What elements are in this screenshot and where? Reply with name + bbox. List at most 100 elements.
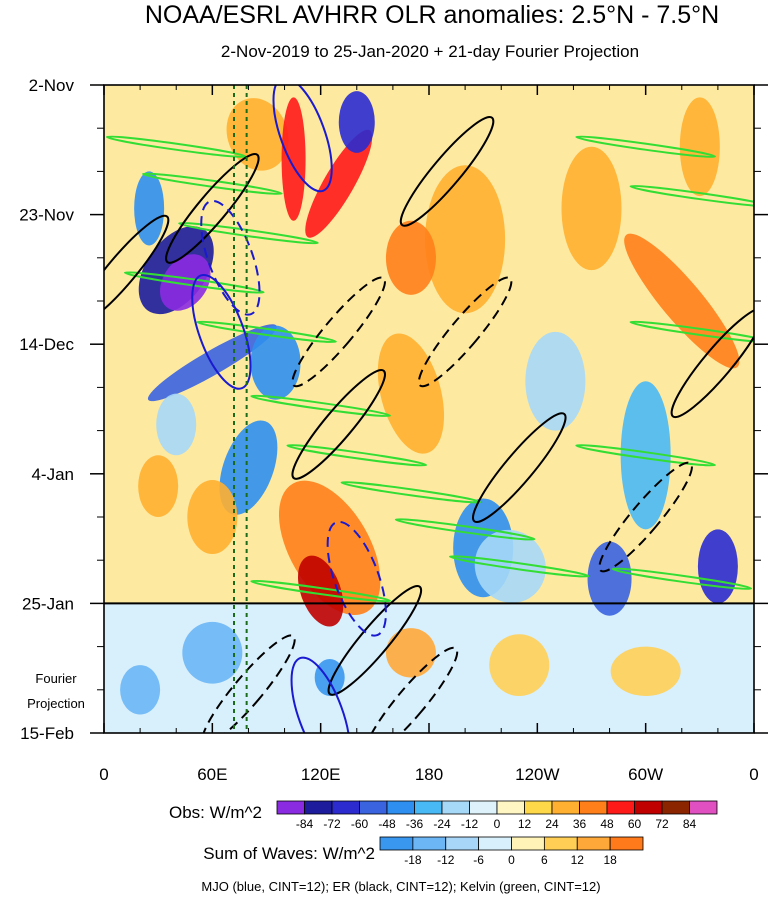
anomaly-shading-patch: [697, 529, 738, 604]
projection-label-line2: Projection: [27, 696, 85, 711]
anomaly-shading-patch: [250, 325, 301, 400]
waves-colorbar-swatch: [543, 836, 578, 851]
er-contour: [363, 646, 459, 733]
kelvin-contour: [629, 320, 754, 344]
y-tick-label: 4-Jan: [31, 465, 74, 484]
obs-colorbar-tick: 48: [600, 817, 614, 831]
plot-area: [104, 85, 754, 733]
kelvin-contour: [611, 567, 753, 590]
anomaly-shading-patch: [474, 529, 546, 603]
er-contour: [104, 214, 170, 326]
obs-colorbar-swatch: [634, 800, 663, 815]
anomaly-shading-patch: [219, 420, 278, 515]
obs-colorbar-swatch: [469, 800, 498, 815]
er-contour: [291, 369, 386, 480]
x-tick-label: 60W: [628, 765, 663, 784]
y-tick-label: 25-Jan: [22, 594, 74, 613]
anomaly-shading-patch: [281, 97, 306, 221]
obs-colorbar-tick: -60: [351, 817, 369, 831]
er-contour: [417, 276, 513, 388]
anomaly-shading-patch: [620, 381, 671, 530]
obs-colorbar-swatch: [689, 800, 718, 815]
anomaly-shading-patch: [226, 98, 289, 171]
er-contour: [201, 634, 296, 733]
anomaly-shading-patch: [525, 331, 586, 431]
waves-colorbar-tick: -12: [437, 853, 455, 867]
y-tick-label: 2-Nov: [29, 76, 75, 95]
waves-colorbar-tick: -6: [473, 853, 484, 867]
mjo-contour: [290, 656, 351, 733]
kelvin-contour: [250, 394, 391, 418]
obs-colorbar-swatch: [414, 800, 443, 815]
anomaly-shading-patch: [377, 333, 445, 454]
x-tick-label: 120E: [301, 765, 341, 784]
mjo-contour: [272, 85, 333, 193]
anomaly-shading-patch: [120, 665, 161, 715]
y-tick-label: 14-Dec: [19, 335, 74, 354]
anomaly-shading-patch: [385, 628, 436, 678]
anomaly-shading-patch: [679, 97, 720, 197]
obs-colorbar-tick: 24: [545, 817, 559, 831]
waves-colorbar: -18 -12 -6 0 6 12 18: [379, 836, 644, 867]
obs-colorbar-tick: 84: [683, 817, 697, 831]
anomaly-shading-patch: [156, 393, 197, 456]
obs-colorbar-label: Obs: W/m^2: [169, 803, 262, 822]
waves-colorbar-label: Sum of Waves: W/m^2: [203, 844, 375, 863]
waves-colorbar-tick: 18: [603, 853, 617, 867]
kelvin-contour: [575, 444, 716, 467]
er-contour: [291, 276, 386, 388]
x-tick-label: 60E: [197, 765, 227, 784]
obs-colorbar-tick: 0: [494, 817, 501, 831]
anomaly-shading-patch: [561, 146, 622, 271]
x-tick-label: 120W: [515, 765, 559, 784]
waves-colorbar-tick: 6: [541, 853, 548, 867]
waves-colorbar-swatch: [445, 836, 480, 851]
obs-colorbar-tick: -24: [433, 817, 451, 831]
obs-colorbar-swatch: [524, 800, 553, 815]
kelvin-contour: [250, 579, 391, 603]
er-contour: [670, 307, 754, 419]
obs-colorbar-tick: 12: [518, 817, 532, 831]
kelvin-contour: [575, 135, 716, 158]
kelvin-contour: [105, 135, 247, 158]
obs-colorbar-swatch: [276, 800, 305, 815]
x-tick-label: 0: [749, 765, 758, 784]
mjo-contour: [200, 199, 261, 316]
kelvin-contour: [340, 481, 482, 504]
mjo-contour: [191, 273, 252, 390]
obs-colorbar-tick: -36: [406, 817, 424, 831]
anomaly-shading-patch: [138, 455, 179, 517]
x-tick-label: 180: [415, 765, 443, 784]
kelvin-contour: [394, 518, 536, 541]
waves-colorbar-tick: -18: [404, 853, 422, 867]
waves-colorbar-swatch: [478, 836, 512, 851]
obs-colorbar-swatch: [441, 800, 470, 815]
footnote: MJO (blue, CINT=12); ER (black, CINT=12)…: [201, 879, 600, 894]
obs-colorbar-swatch: [551, 800, 580, 815]
waves-colorbar-tick: 12: [571, 853, 585, 867]
obs-colorbar-tick: -84: [296, 817, 314, 831]
anomaly-shading-patch: [182, 621, 243, 684]
waves-colorbar-swatch: [412, 836, 447, 851]
obs-colorbar-swatch: [304, 800, 333, 815]
y-tick-label: 23-Nov: [19, 206, 74, 225]
obs-colorbar-tick: -12: [461, 817, 479, 831]
kelvin-contour: [448, 555, 590, 578]
waves-colorbar-swatch: [609, 836, 644, 851]
anomaly-shading-patch: [305, 129, 373, 238]
obs-colorbar-swatch: [579, 800, 608, 815]
chart-title: NOAA/ESRL AVHRR OLR anomalies: 2.5°N - 7…: [145, 1, 719, 29]
chart-subtitle: 2-Nov-2019 to 25-Jan-2020 + 21-day Fouri…: [221, 42, 639, 61]
obs-colorbar: -84 -72 -60 -48 -36 -24 -12 0 12 24 36 48 60 72 84: [276, 800, 718, 831]
obs-colorbar-tick: 36: [573, 817, 587, 831]
kelvin-contour: [286, 444, 428, 467]
anomaly-shading-patch: [134, 171, 165, 246]
anomaly-shading-patch: [338, 91, 375, 153]
er-contour: [165, 153, 260, 264]
er-contour: [472, 412, 567, 524]
y-tick-label: 15-Feb: [20, 724, 74, 743]
anomaly-shading-patch: [159, 254, 211, 311]
anomaly-shading-patch: [610, 646, 681, 696]
anomaly-shading-patch: [425, 165, 506, 314]
